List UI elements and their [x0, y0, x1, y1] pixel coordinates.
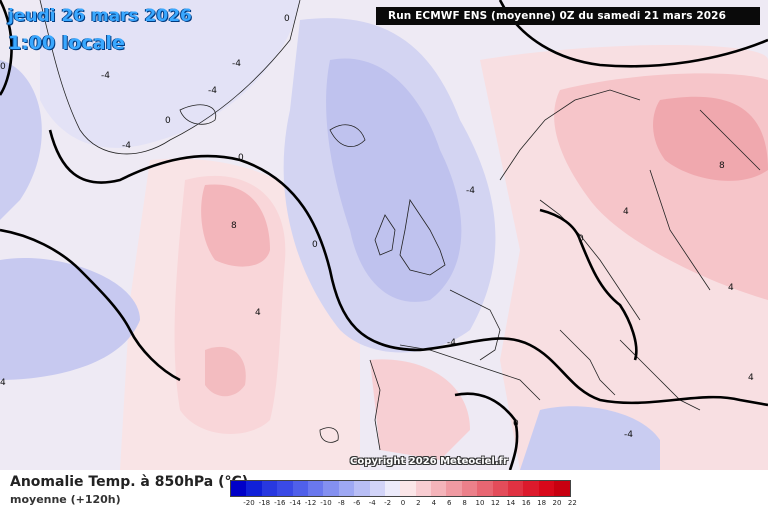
colorbar-tick-label: 8 [462, 499, 467, 507]
colorbar-tick-label: -6 [353, 499, 361, 507]
colorbar-cell [246, 481, 262, 496]
colorbar-tick-label: -16 [274, 499, 286, 507]
run-label: Run ECMWF ENS (moyenne) 0Z du samedi 21 … [376, 7, 760, 25]
colorbar-cell [554, 481, 570, 496]
colorbar-cell [384, 481, 401, 496]
colorbar-tick-label: 12 [490, 499, 500, 507]
colorbar-cell [369, 481, 385, 496]
legend-title: Anomalie Temp. à 850hPa (°C) [10, 474, 249, 490]
colorbar-tick-label: 18 [537, 499, 547, 507]
contour-label: 0 [238, 153, 244, 163]
colorbar-cell [461, 481, 478, 496]
contour-label: -4 [232, 59, 241, 69]
colorbar-tick-label: -10 [320, 499, 332, 507]
colorbar-cell [415, 481, 432, 496]
contour-labels: 0 -4 -4 -4 -4 -4 0 0 8 4 0 -4 0 4 8 4 0 … [0, 14, 754, 440]
colorbar-cell [292, 481, 308, 496]
colorbar-tick-label: 14 [506, 499, 516, 507]
contour-label: 4 [0, 378, 6, 388]
contour-label: -4 [101, 71, 110, 81]
colorbar-cell [323, 481, 339, 496]
contour-label: 0 [312, 240, 318, 250]
colorbar-cell [446, 481, 462, 496]
forecast-date: jeudi 26 mars 2026 [8, 6, 192, 26]
colorbar-tick-label: -12 [304, 499, 317, 507]
colorbar-cell [492, 481, 509, 496]
colorbar-cell [261, 481, 278, 496]
contour-label: -4 [447, 338, 456, 348]
colorbar-cell [338, 481, 355, 496]
zero-anomaly-lines [0, 0, 768, 470]
colorbar-cell [538, 481, 555, 496]
colorbar-cell [477, 481, 493, 496]
colorbar-tick-label: -4 [368, 499, 376, 507]
forecast-time: 1:00 locale [8, 32, 125, 54]
contour-label: 4 [255, 308, 261, 318]
colorbar-cell [400, 481, 416, 496]
colorbar-cell [354, 481, 370, 496]
colorbar-cell [231, 481, 247, 496]
colorbar-cell [277, 481, 293, 496]
colorbar [230, 480, 571, 497]
colorbar-cell [307, 481, 324, 496]
contour-label: 4 [728, 283, 734, 293]
colorbar-tick-label: 4 [431, 499, 437, 507]
colorbar-tick-label: 0 [400, 499, 406, 507]
anomaly-map: 0 -4 -4 -4 -4 -4 0 0 8 4 0 -4 0 4 8 4 0 … [0, 0, 768, 470]
contour-label: 0 [0, 62, 6, 72]
contour-label: 0 [165, 116, 171, 126]
colorbar-tick-label: -14 [289, 499, 301, 507]
contour-label: 0 [284, 14, 290, 24]
contour-label: -4 [208, 86, 217, 96]
contour-label: 4 [748, 373, 754, 383]
copyright-text: Copyright 2026 Meteociel.fr [350, 456, 508, 467]
colorbar-tick-label: 10 [475, 499, 485, 507]
colorbar-tick-label: 6 [446, 499, 452, 507]
legend-subtitle: moyenne (+120h) [10, 493, 121, 506]
colorbar-tick-label: -2 [384, 499, 392, 507]
contour-label: -4 [122, 141, 131, 151]
contour-label: -4 [466, 186, 475, 196]
contour-label: 8 [719, 161, 725, 171]
colorbar-cell [508, 481, 524, 496]
contour-label: 8 [231, 221, 237, 231]
colorbar-tick-label: 2 [416, 499, 421, 507]
colorbar-tick-label: 22 [567, 499, 577, 507]
contour-label: 4 [623, 207, 629, 217]
colorbar-tick-label: 20 [552, 499, 562, 507]
colorbar-tick-label: -8 [337, 499, 345, 507]
colorbar-cell [523, 481, 539, 496]
colorbar-tick-label: 16 [521, 499, 531, 507]
contour-label: -4 [624, 430, 633, 440]
map-svg: 0 -4 -4 -4 -4 -4 0 0 8 4 0 -4 0 4 8 4 0 … [0, 0, 768, 470]
contour-label: 0 [513, 419, 519, 429]
colorbar-tick-label: -18 [258, 499, 271, 507]
colorbar-tick-label: -20 [243, 499, 255, 507]
colorbar-cell [431, 481, 447, 496]
colorbar-ticks: -20 -18 -16 -14 -12 -10 -8 -6 -4 -2 0 2 4 6 8 10 12 14 16 1… [230, 499, 577, 509]
contour-label: 0 [578, 234, 584, 244]
